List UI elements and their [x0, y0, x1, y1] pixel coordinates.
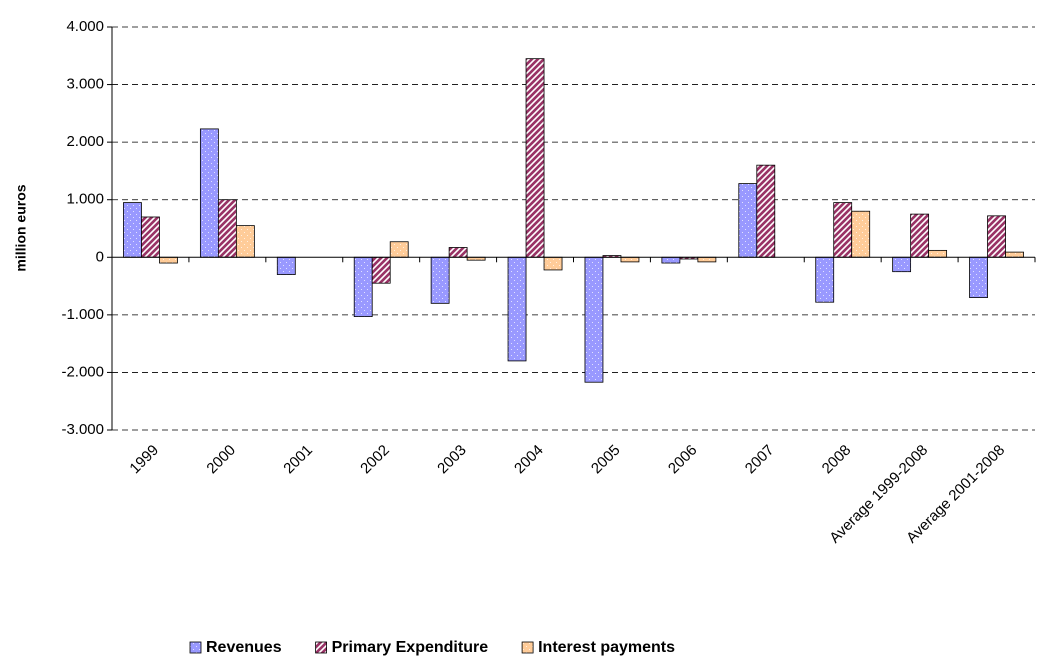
bar [525, 58, 545, 258]
bar [199, 128, 219, 258]
y-tick-label: 0 [96, 248, 104, 265]
bar [697, 256, 717, 263]
y-axis-label: million euros [13, 184, 29, 271]
bar [159, 256, 178, 264]
y-tick-label: -3.000 [61, 421, 104, 438]
x-tick-label: 2004 [511, 442, 547, 478]
x-tick-label: 2007 [742, 442, 778, 478]
bar [543, 256, 563, 271]
bar [584, 256, 604, 383]
y-tick-label: 3.000 [66, 76, 104, 93]
bar [141, 216, 160, 258]
x-tick-label: 2005 [588, 442, 624, 478]
bar [756, 164, 776, 258]
x-tick-label: 2000 [203, 442, 239, 478]
legend-label: Primary Expenditure [332, 639, 489, 656]
x-tick-label: 2002 [357, 442, 393, 478]
x-tick-label: 2003 [434, 442, 470, 478]
x-tick-label: 2006 [665, 442, 701, 478]
legend-label: Interest payments [538, 639, 675, 656]
bar [987, 215, 1006, 258]
legend-swatch [521, 641, 534, 654]
y-tick-label: 4.000 [66, 18, 104, 35]
legend-swatch [315, 641, 327, 654]
bar [661, 256, 681, 264]
bar [969, 256, 988, 298]
bar [815, 256, 835, 303]
bar [507, 256, 527, 362]
bar [1005, 251, 1024, 258]
y-tick-label: -2.000 [61, 363, 104, 380]
bar [217, 199, 237, 258]
bar [430, 256, 450, 304]
x-tick-label: 2008 [819, 442, 855, 478]
bar [235, 225, 255, 258]
y-tick-label: 2.000 [66, 133, 104, 150]
x-tick-label: 1999 [126, 442, 162, 478]
y-tick-label: -1.000 [61, 306, 104, 323]
bar [928, 249, 948, 258]
y-tick-label: 1.000 [66, 191, 104, 208]
x-tick-label: 2001 [280, 442, 316, 478]
legend-swatch [189, 641, 202, 654]
bar [276, 256, 296, 275]
bar [448, 247, 468, 258]
bar [892, 256, 912, 273]
bar [353, 256, 373, 317]
bar [738, 183, 758, 258]
bar [833, 202, 853, 258]
bar [389, 241, 409, 258]
bar [123, 202, 142, 258]
bar [620, 256, 640, 263]
bar [910, 213, 930, 258]
bar [371, 256, 391, 284]
bar [851, 210, 871, 258]
legend-label: Revenues [206, 639, 282, 656]
